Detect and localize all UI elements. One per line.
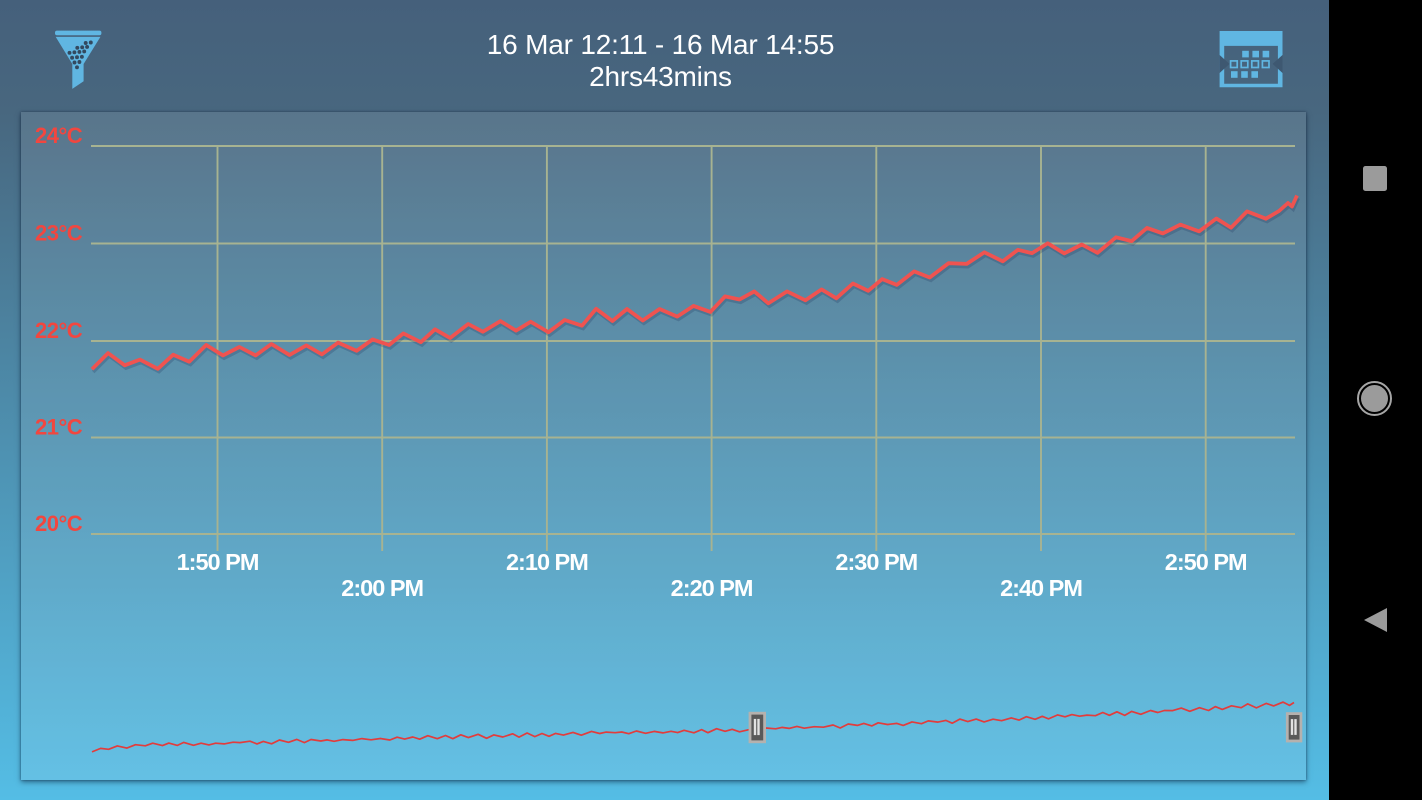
svg-text:2:50 PM: 2:50 PM (1165, 549, 1247, 575)
svg-text:23°C: 23°C (35, 220, 83, 245)
svg-text:22°C: 22°C (35, 318, 83, 343)
svg-text:1:50 PM: 1:50 PM (177, 549, 259, 575)
svg-text:2:30 PM: 2:30 PM (835, 549, 917, 575)
svg-text:2:00 PM: 2:00 PM (341, 575, 423, 601)
svg-text:21°C: 21°C (35, 414, 83, 439)
svg-text:2:20 PM: 2:20 PM (671, 575, 753, 601)
svg-text:20°C: 20°C (35, 511, 83, 536)
svg-text:2:10 PM: 2:10 PM (506, 549, 588, 575)
svg-text:24°C: 24°C (35, 123, 83, 148)
svg-text:2:40 PM: 2:40 PM (1000, 575, 1082, 601)
